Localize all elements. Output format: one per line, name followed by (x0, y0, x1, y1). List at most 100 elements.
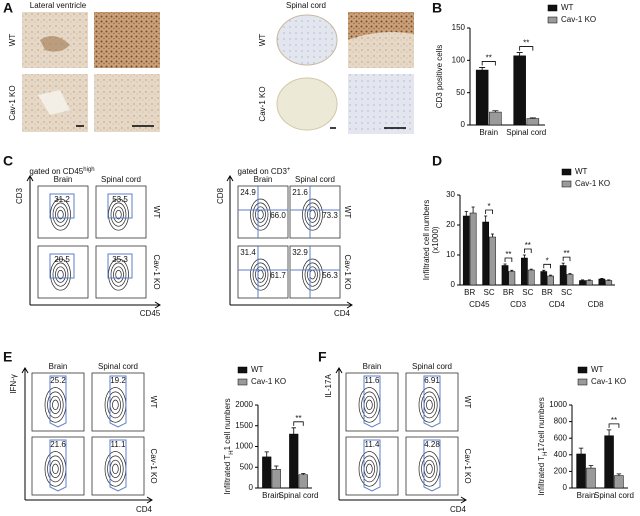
row-label: Cav-1 KO (258, 86, 267, 121)
legend-swatch (547, 4, 558, 12)
significance-label: ** (505, 250, 511, 259)
contour (113, 266, 124, 283)
gate (363, 439, 381, 492)
significance-label: ** (525, 241, 531, 250)
column-label: Spinal cord (98, 362, 138, 371)
y-tick-label: 500 (240, 462, 254, 471)
contour (115, 269, 122, 280)
error-bar (588, 465, 594, 469)
gate-value: 21.6 (50, 440, 66, 449)
significance-bracket (293, 421, 304, 426)
y-axis-label: Infiltrated TH17cell numbers (537, 397, 548, 495)
panel-letter: D (432, 153, 442, 169)
y-axis-label-part: Infiltrated T (223, 455, 232, 495)
contour (47, 455, 64, 483)
axis-arrow (30, 301, 161, 309)
column-label: Brain (363, 362, 382, 371)
contour (110, 262, 127, 287)
contour (52, 399, 59, 411)
bar (559, 265, 567, 286)
contour (255, 266, 266, 283)
bar (604, 435, 614, 489)
flow-plot (31, 436, 85, 496)
significance-label: ** (563, 249, 569, 258)
x-tick-label: Brain (577, 491, 596, 500)
contour (47, 391, 64, 419)
error-bar (503, 263, 507, 266)
gate (49, 375, 67, 428)
contour (421, 455, 438, 483)
gate-value: 19.2 (110, 376, 126, 385)
contour (112, 399, 119, 411)
contour (52, 463, 59, 475)
contour (57, 209, 64, 220)
panel-letter: E (3, 349, 12, 365)
section (276, 14, 338, 66)
y-axis-label: CD3 positive cells (435, 45, 444, 109)
error-bar (264, 451, 269, 457)
row-label: WT (258, 34, 267, 47)
y-tick-label: 200 (554, 467, 568, 476)
x-tick-label: Spinal cord (278, 491, 318, 500)
gate (423, 439, 441, 492)
bar (576, 453, 586, 489)
y-tick-label: 0 (563, 483, 568, 492)
contour (307, 206, 318, 223)
y-tick-label: 100 (452, 55, 466, 64)
gate-value: 11.1 (111, 440, 127, 449)
row-label: Cav-1 KO (8, 85, 17, 120)
error-bar (471, 206, 475, 213)
y-tick-label: 10 (446, 250, 455, 259)
significance-bracket (504, 257, 513, 262)
significance-bracket (543, 263, 551, 269)
bar (579, 280, 586, 286)
contour (302, 198, 323, 231)
gate-title-sup: + (287, 167, 291, 173)
quadrant-value: 56.3 (322, 271, 338, 280)
y-tick-label: 2000 (235, 400, 253, 409)
axis-label: CD4 (334, 309, 351, 318)
contour (52, 262, 69, 287)
contour (426, 399, 433, 411)
bar (271, 469, 281, 489)
legend-label: Cav-1 KO (251, 377, 286, 386)
significance-label: ** (295, 414, 301, 423)
row-label: WT (463, 396, 472, 409)
significance-label: * (488, 202, 491, 211)
gate-title-text: gated on CD45 (29, 167, 83, 176)
column-label: Brain (54, 175, 73, 184)
row-label: Cav-1 KO (463, 448, 472, 483)
legend-label: WT (251, 365, 264, 374)
quadrant-value: 31.4 (240, 248, 256, 257)
gate-value: 20.5 (54, 255, 70, 264)
bar (566, 274, 574, 286)
bar (527, 269, 535, 286)
contour (252, 262, 269, 287)
legend-swatch (577, 366, 588, 374)
significance-label: ** (611, 416, 617, 425)
contour (304, 202, 321, 227)
legend-label: WT (575, 167, 588, 176)
column-label: Brain (254, 175, 273, 184)
row-label: WT (343, 206, 352, 219)
axis-arrow (26, 175, 34, 305)
region-label: Lateral ventricle (30, 1, 87, 10)
contour (302, 258, 323, 291)
gate-value: 11.6 (365, 376, 381, 385)
gate-value: 31.2 (54, 195, 70, 204)
error-bar (580, 279, 585, 281)
contour (55, 266, 66, 283)
bar (513, 55, 526, 126)
panel-letter: B (432, 0, 442, 16)
significance-bracket (608, 423, 620, 428)
group-label: CD45 (469, 300, 490, 309)
micrographs (22, 12, 414, 134)
stain (40, 36, 70, 52)
bar (489, 236, 496, 286)
gate-value: 35.3 (112, 255, 128, 264)
legend-swatch (237, 366, 248, 374)
y-axis-label-part: Infiltrated cell numbers (422, 200, 431, 280)
x-tick-label: Brain (262, 491, 281, 500)
error-bar (522, 254, 526, 258)
gate-title-sup: high (83, 167, 94, 173)
